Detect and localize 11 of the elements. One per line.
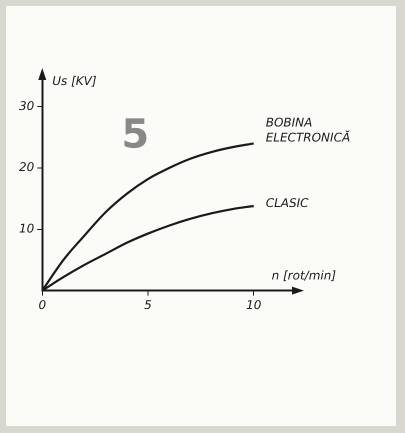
y-tick-label: 20	[18, 160, 35, 174]
x-axis-title: n [rot/min]	[272, 268, 336, 283]
x-tick-label: 5	[144, 298, 152, 312]
series-label: CLASIC	[266, 196, 310, 210]
x-tick-label: 0	[38, 298, 46, 312]
series-label: BOBINA ELECTRONICĂ	[266, 116, 350, 145]
x-tick-label: 10	[246, 298, 262, 312]
y-axis-title: Us [KV]	[52, 74, 97, 88]
annotation: 5	[121, 112, 150, 158]
y-tick-label: 10	[18, 221, 35, 236]
y-tick-label: 30	[18, 98, 35, 113]
